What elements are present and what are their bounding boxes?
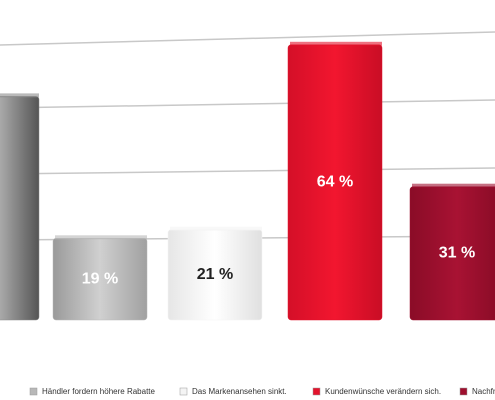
legend-swatch bbox=[179, 387, 188, 396]
bar-top bbox=[290, 41, 382, 46]
legend-swatch bbox=[29, 387, 38, 396]
bar bbox=[0, 96, 40, 321]
grid-line bbox=[0, 167, 495, 175]
legend-label: Nachfr bbox=[472, 387, 495, 396]
bar-top bbox=[0, 93, 39, 98]
value-label: 31 % bbox=[439, 245, 475, 262]
legend-label: Händler fordern höhere Rabatte bbox=[42, 387, 156, 396]
bar-top bbox=[55, 235, 147, 240]
legend-label: Kundenwünsche verändern sich. bbox=[325, 387, 441, 396]
grid-line bbox=[0, 31, 495, 46]
legend-swatch bbox=[459, 387, 468, 396]
grid-line bbox=[0, 99, 495, 109]
bar-top bbox=[170, 226, 262, 231]
value-label: 64 % bbox=[317, 174, 353, 191]
value-label: 19 % bbox=[82, 270, 118, 287]
legend-swatch bbox=[312, 387, 321, 396]
bar-top bbox=[412, 183, 495, 188]
value-label: 21 % bbox=[197, 266, 233, 283]
legend-label: Das Markenansehen sinkt. bbox=[192, 387, 287, 396]
